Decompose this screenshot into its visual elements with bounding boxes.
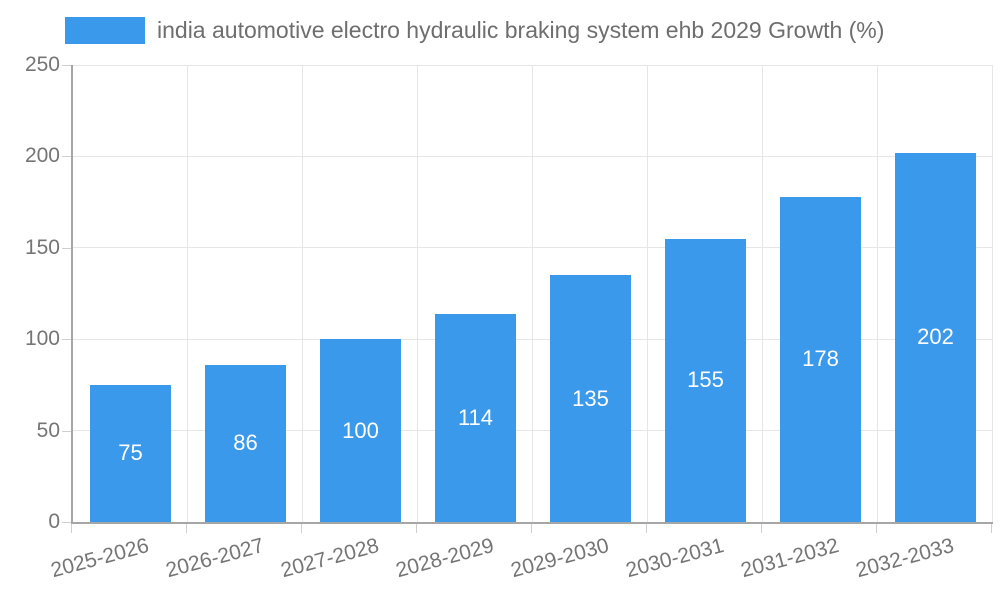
bar-value-label: 135 bbox=[572, 385, 609, 411]
y-axis-tick-label: 0 bbox=[48, 510, 60, 533]
x-gridline bbox=[877, 65, 878, 522]
x-axis-tick-mark bbox=[761, 524, 762, 533]
y-gridline bbox=[73, 155, 993, 157]
bar-value-label: 86 bbox=[233, 430, 258, 456]
x-gridline bbox=[762, 65, 763, 522]
y-axis-tick-label: 250 bbox=[24, 53, 60, 76]
y-axis-tick-mark bbox=[62, 339, 71, 341]
bar-value-label: 114 bbox=[457, 404, 494, 430]
y-gridline bbox=[73, 430, 993, 432]
y-axis-tick-label: 200 bbox=[24, 144, 60, 168]
bar-value-label: 75 bbox=[118, 440, 143, 466]
y-axis-tick-label: 150 bbox=[24, 235, 60, 259]
x-axis-tick-mark bbox=[301, 524, 302, 533]
x-axis-category-label: 2029-2030 bbox=[508, 534, 612, 583]
x-axis-category-label: 2031-2032 bbox=[738, 534, 842, 583]
y-axis-tick-mark bbox=[62, 522, 71, 523]
bar: 100 bbox=[320, 339, 401, 522]
x-axis-category-label: 2032-2033 bbox=[853, 534, 957, 583]
x-axis-category-label: 2025-2026 bbox=[48, 534, 152, 583]
bar-value-label: 100 bbox=[342, 417, 379, 443]
x-gridline bbox=[302, 65, 303, 522]
y-axis-tick-mark bbox=[62, 65, 71, 66]
bar: 75 bbox=[90, 384, 171, 522]
x-axis-tick-mark bbox=[186, 524, 187, 533]
plot-area: 75 86 100 114 135 155 178 202 bbox=[71, 65, 993, 524]
x-axis-tick-mark bbox=[531, 524, 532, 533]
y-axis-tick-label: 100 bbox=[24, 327, 60, 351]
x-axis-tick-mark bbox=[416, 524, 417, 533]
x-axis-tick-mark bbox=[646, 524, 647, 533]
bar: 155 bbox=[665, 238, 746, 522]
x-axis-tick-mark bbox=[876, 524, 877, 533]
bar: 114 bbox=[435, 313, 516, 522]
bar: 178 bbox=[780, 196, 861, 522]
legend-swatch bbox=[65, 17, 145, 44]
y-axis-tick-mark bbox=[62, 156, 71, 158]
x-axis-category-label: 2026-2027 bbox=[163, 534, 267, 583]
x-gridline bbox=[992, 65, 993, 522]
y-axis-tick-mark bbox=[62, 247, 71, 249]
x-gridline bbox=[187, 65, 188, 522]
x-axis-category-label: 2028-2029 bbox=[393, 534, 497, 583]
bar: 135 bbox=[550, 275, 631, 522]
x-axis-tick-mark bbox=[71, 524, 72, 533]
bar: 86 bbox=[205, 364, 286, 522]
y-gridline bbox=[73, 338, 993, 340]
y-axis-tick-mark bbox=[62, 430, 71, 432]
x-axis-category-label: 2027-2028 bbox=[278, 534, 382, 583]
legend-label: india automotive electro hydraulic braki… bbox=[157, 17, 885, 43]
bar-value-label: 178 bbox=[802, 346, 839, 372]
x-axis-category-label: 2030-2031 bbox=[623, 534, 727, 583]
y-gridline bbox=[73, 247, 993, 249]
x-gridline bbox=[647, 65, 648, 522]
bar: 202 bbox=[895, 152, 976, 522]
x-gridline bbox=[532, 65, 533, 522]
y-gridline bbox=[73, 65, 993, 66]
bar-value-label: 202 bbox=[917, 324, 954, 350]
x-axis-tick-mark bbox=[991, 524, 992, 533]
y-axis-tick-label: 50 bbox=[36, 418, 60, 442]
x-gridline bbox=[417, 65, 418, 522]
legend-item[interactable]: india automotive electro hydraulic braki… bbox=[65, 17, 884, 44]
bar-value-label: 155 bbox=[687, 367, 724, 393]
